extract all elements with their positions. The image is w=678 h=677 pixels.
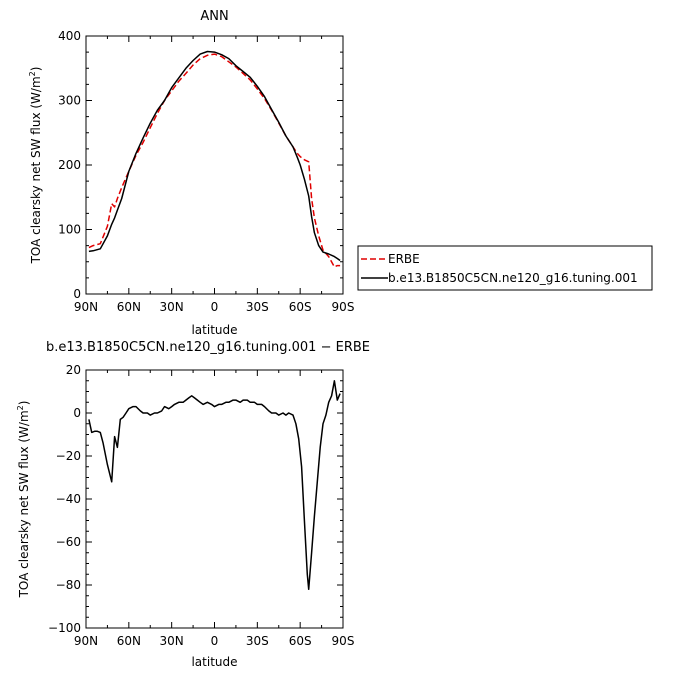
x-tick-label: 30S [246,300,269,314]
plot-frame [85,35,344,295]
y-tick-label: 100 [58,223,81,237]
y-tick-label: −40 [56,492,81,506]
plot-frame [85,369,344,629]
y-axis-label-text: TOA clearsky net SW flux (W/m [17,410,31,598]
y-tick-label: 20 [66,363,81,377]
x-tick-label: 60S [289,300,312,314]
y-axis-label-superscript: 2 [28,71,37,76]
legend-box [357,245,653,291]
chart-title: ANN [200,9,228,24]
x-tick-label: 60S [289,634,312,648]
y-tick-label: 400 [58,29,81,43]
chart-title: b.e13.B1850C5CN.ne120_g16.tuning.001 − E… [46,340,370,355]
legend-label-1: b.e13.B1850C5CN.ne120_g16.tuning.001 [388,271,638,285]
x-tick-label: 30N [160,634,184,648]
y-tick-label: 0 [73,406,81,420]
y-tick-label: 0 [73,287,81,301]
x-tick-label: 0 [211,634,219,648]
series-line-0 [88,380,341,591]
legend: ERBE b.e13.B1850C5CN.ne120_g16.tuning.001 [357,245,653,291]
x-axis-label: latitude [191,323,237,337]
x-tick-label: 90S [332,300,355,314]
x-axis-label: latitude [191,655,237,669]
chart-annual-mean: ANN 90N 60N 30N 0 30S 60S 90S 0 100 200 300 400 latit… [28,9,354,337]
y-tick-label: −100 [48,621,81,635]
series-line-0 [88,53,341,268]
x-tick-label: 90N [74,300,98,314]
y-axis-label: TOA clearsky net SW flux (W/m2) [16,401,31,599]
x-tick-label: 0 [211,300,219,314]
x-tick-label: 90S [332,634,355,648]
y-axis-label-close: ) [29,67,43,72]
series-line-1 [88,50,341,262]
x-tick-label: 30N [160,300,184,314]
y-tick-label: 300 [58,94,81,108]
y-axis-label-text: TOA clearsky net SW flux (W/m [29,76,43,264]
x-tick-label: 30S [246,634,269,648]
x-tick-label: 60N [117,300,141,314]
y-axis-label-superscript: 2 [16,405,25,410]
y-axis-label: TOA clearsky net SW flux (W/m2) [28,67,43,265]
y-tick-label: −20 [56,449,81,463]
y-tick-label: −60 [56,535,81,549]
legend-label-0: ERBE [388,252,420,266]
y-tick-label: 200 [58,158,81,172]
y-tick-label: −80 [56,578,81,592]
chart-difference: b.e13.B1850C5CN.ne120_g16.tuning.001 − E… [16,340,370,669]
x-tick-label: 60N [117,634,141,648]
x-tick-label: 90N [74,634,98,648]
y-axis-label-close: ) [17,401,31,406]
